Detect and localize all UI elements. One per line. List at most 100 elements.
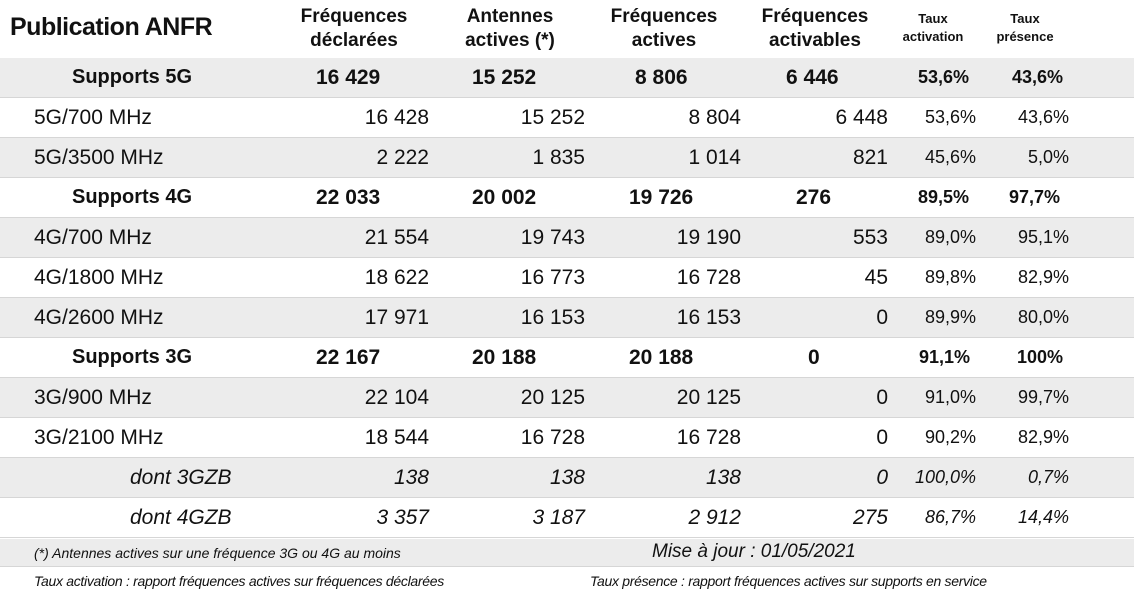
header-line: activation — [902, 29, 964, 44]
cell-taux-presence: 95,1% — [1017, 227, 1069, 247]
header-line: Taux — [918, 11, 948, 26]
cell-frequences-activables: 0 — [876, 386, 888, 409]
cell-taux-presence: 43,6% — [1017, 107, 1069, 127]
cell-taux-activation: 89,0% — [924, 227, 976, 247]
cell-frequences-activables: 0 — [876, 306, 888, 329]
row-label: Supports 5G — [72, 66, 193, 88]
cell-frequences-actives: 16 728 — [676, 426, 741, 449]
cell-antennes-actives: 20 002 — [472, 186, 537, 209]
cell-frequences-declarees: 17 971 — [364, 306, 429, 329]
cell-frequences-declarees: 3 357 — [376, 506, 429, 529]
page-title: Publication ANFR — [10, 13, 213, 41]
cell-taux-presence: 82,9% — [1017, 427, 1069, 447]
row-label: Supports 3G — [72, 346, 193, 368]
cell-frequences-declarees: 22 033 — [316, 186, 381, 209]
cell-frequences-activables: 45 — [864, 266, 888, 289]
cell-taux-activation: 89,8% — [924, 267, 976, 287]
table-row-4g-2600: 4G/2600 MHz 17 971 16 153 16 153 0 89,9%… — [0, 298, 1134, 338]
row-label: 3G/900 MHz — [34, 386, 152, 409]
header-line: Antennes — [466, 6, 554, 27]
table-row-supports-5g: Supports 5G 16 429 15 252 8 806 6 446 53… — [0, 58, 1134, 98]
cell-frequences-declarees: 16 428 — [364, 106, 429, 129]
cell-frequences-declarees: 16 429 — [316, 66, 381, 89]
cell-frequences-activables: 6 448 — [835, 106, 888, 129]
cell-frequences-actives: 19 190 — [676, 226, 741, 249]
footnote-antennes: (*) Antennes actives sur une fréquence 3… — [34, 545, 401, 561]
cell-frequences-declarees: 138 — [393, 466, 429, 489]
cell-taux-presence: 14,4% — [1017, 507, 1069, 527]
update-date: Mise à jour : 01/05/2021 — [652, 541, 856, 562]
header-line: Fréquences — [300, 6, 408, 27]
cell-taux-presence: 0,7% — [1027, 467, 1069, 487]
cell-frequences-actives: 8 806 — [635, 66, 688, 89]
table-row-5g-700: 5G/700 MHz 16 428 15 252 8 804 6 448 53,… — [0, 98, 1134, 138]
header-taux-activation: Taux activation — [898, 10, 968, 46]
header-line: Taux — [1010, 11, 1040, 26]
footer-definitions: Taux activation : rapport fréquences act… — [0, 567, 1134, 598]
definition-taux-presence: Taux présence : rapport fréquences activ… — [590, 573, 987, 589]
header-line: présence — [996, 29, 1054, 44]
row-label: 5G/700 MHz — [34, 106, 152, 129]
cell-frequences-declarees: 21 554 — [364, 226, 429, 249]
cell-frequences-actives: 20 188 — [629, 346, 694, 369]
table-row-supports-3g: Supports 3G 22 167 20 188 20 188 0 91,1%… — [0, 338, 1134, 378]
cell-frequences-activables: 553 — [852, 226, 888, 249]
cell-frequences-declarees: 22 104 — [364, 386, 429, 409]
cell-frequences-actives: 20 125 — [676, 386, 741, 409]
cell-antennes-actives: 20 125 — [520, 386, 585, 409]
header-line: Fréquences — [761, 6, 869, 27]
header-line: actives — [631, 30, 697, 51]
table-row-supports-4g: Supports 4G 22 033 20 002 19 726 276 89,… — [0, 178, 1134, 218]
cell-antennes-actives: 15 252 — [472, 66, 537, 89]
cell-frequences-declarees: 18 544 — [364, 426, 429, 449]
cell-frequences-declarees: 2 222 — [376, 146, 429, 169]
cell-antennes-actives: 16 728 — [520, 426, 585, 449]
table-row-dont-3gzb: dont 3GZB 138 138 138 0 100,0% 0,7% — [0, 458, 1134, 498]
cell-taux-activation: 91,0% — [924, 387, 976, 407]
table-row-4g-1800: 4G/1800 MHz 18 622 16 773 16 728 45 89,8… — [0, 258, 1134, 298]
cell-frequences-actives: 8 804 — [688, 106, 741, 129]
cell-frequences-activables: 821 — [852, 146, 888, 169]
cell-antennes-actives: 16 153 — [520, 306, 585, 329]
cell-frequences-activables: 276 — [796, 186, 832, 209]
cell-taux-presence: 99,7% — [1017, 387, 1069, 407]
cell-taux-presence: 100% — [1017, 347, 1064, 367]
cell-antennes-actives: 3 187 — [532, 506, 585, 529]
footer-note-row: (*) Antennes actives sur une fréquence 3… — [0, 539, 1134, 567]
header-line: actives (*) — [465, 30, 555, 51]
cell-frequences-actives: 16 728 — [676, 266, 741, 289]
cell-frequences-activables: 0 — [876, 466, 888, 489]
row-label: dont 4GZB — [130, 506, 232, 529]
row-label: dont 3GZB — [130, 466, 232, 489]
header-frequences-actives: Fréquences actives — [607, 5, 721, 53]
header-line: Fréquences — [610, 6, 718, 27]
header-frequences-activables: Fréquences activables — [758, 5, 872, 53]
table-row-4g-700: 4G/700 MHz 21 554 19 743 19 190 553 89,0… — [0, 218, 1134, 258]
cell-antennes-actives: 16 773 — [520, 266, 585, 289]
header-line: activables — [769, 30, 861, 51]
cell-taux-presence: 82,9% — [1017, 267, 1069, 287]
cell-taux-activation: 91,1% — [919, 347, 971, 367]
cell-frequences-actives: 138 — [705, 466, 741, 489]
row-label: 3G/2100 MHz — [34, 426, 164, 449]
header-taux-presence: Taux présence — [990, 10, 1060, 46]
cell-antennes-actives: 15 252 — [520, 106, 585, 129]
row-label: 4G/2600 MHz — [34, 306, 164, 329]
cell-taux-activation: 89,5% — [918, 187, 970, 207]
row-label: 4G/700 MHz — [34, 226, 152, 249]
row-label: 5G/3500 MHz — [34, 146, 164, 169]
cell-taux-activation: 89,9% — [924, 307, 976, 327]
cell-antennes-actives: 1 835 — [532, 146, 585, 169]
table-row-3g-2100: 3G/2100 MHz 18 544 16 728 16 728 0 90,2%… — [0, 418, 1134, 458]
header-antennes-actives: Antennes actives (*) — [456, 5, 564, 53]
cell-frequences-actives: 16 153 — [676, 306, 741, 329]
cell-frequences-activables: 275 — [852, 506, 888, 529]
table-header: Publication ANFR Fréquences déclarées An… — [0, 0, 1134, 58]
table-row-5g-3500: 5G/3500 MHz 2 222 1 835 1 014 821 45,6% … — [0, 138, 1134, 178]
row-label: 4G/1800 MHz — [34, 266, 164, 289]
cell-taux-activation: 86,7% — [924, 507, 976, 527]
cell-frequences-activables: 0 — [876, 426, 888, 449]
cell-frequences-actives: 2 912 — [688, 506, 741, 529]
cell-antennes-actives: 19 743 — [520, 226, 585, 249]
row-label: Supports 4G — [72, 186, 193, 208]
